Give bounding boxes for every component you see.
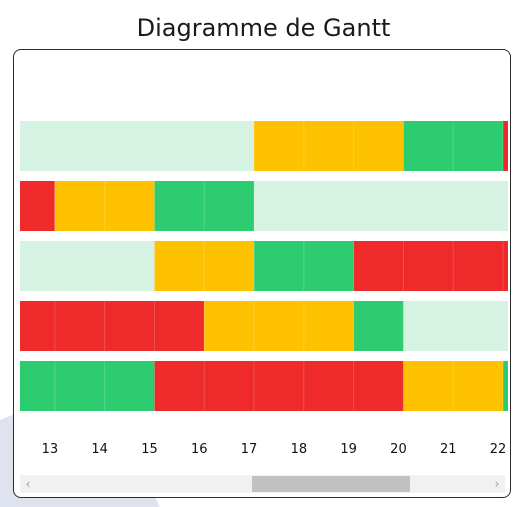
x-axis-tick-label: 14 bbox=[91, 442, 108, 457]
gantt-segment-green bbox=[154, 181, 255, 231]
x-axis-tick-label: 16 bbox=[191, 442, 208, 457]
x-axis-tick-label: 19 bbox=[340, 442, 357, 457]
x-axis-tick-label: 17 bbox=[241, 442, 258, 457]
gantt-row bbox=[20, 361, 508, 411]
gantt-segment-green bbox=[254, 241, 354, 291]
x-axis-tick-label: 15 bbox=[141, 442, 158, 457]
gantt-segment-red bbox=[154, 361, 404, 411]
gantt-segment-empty bbox=[403, 301, 508, 351]
x-axis-tick-label: 21 bbox=[440, 442, 457, 457]
chart-panel: 13 14 15 16 17 18 19 20 21 22 ‹ › bbox=[13, 49, 511, 498]
gantt-segment-yellow bbox=[54, 181, 155, 231]
x-axis-tick-label: 20 bbox=[390, 442, 407, 457]
gantt-row bbox=[20, 241, 508, 291]
gantt-segment-red bbox=[20, 181, 55, 231]
gantt-segment-red bbox=[20, 301, 205, 351]
gantt-row bbox=[20, 181, 508, 231]
gantt-segment-yellow bbox=[403, 361, 504, 411]
x-axis-tick-label: 22 bbox=[490, 442, 507, 457]
scroll-right-arrow-icon[interactable]: › bbox=[494, 477, 500, 491]
gantt-row bbox=[20, 301, 508, 351]
gantt-segment-red bbox=[353, 241, 508, 291]
page-title: Diagramme de Gantt bbox=[136, 14, 391, 42]
scroll-left-arrow-icon[interactable]: ‹ bbox=[25, 477, 31, 491]
horizontal-scrollbar[interactable]: ‹ › bbox=[20, 475, 505, 493]
gantt-segment-yellow bbox=[204, 301, 354, 351]
gantt-segment-green bbox=[403, 121, 504, 171]
gantt-segment-green bbox=[503, 361, 508, 411]
gantt-segment-green bbox=[20, 361, 155, 411]
gantt-segment-empty bbox=[20, 121, 255, 171]
gantt-segment-yellow bbox=[254, 121, 404, 171]
scrollbar-thumb[interactable] bbox=[252, 476, 410, 492]
gantt-segment-empty bbox=[254, 181, 508, 231]
gantt-chart: 13 14 15 16 17 18 19 20 21 22 bbox=[20, 121, 508, 457]
gantt-segment-green bbox=[353, 301, 404, 351]
x-axis-tick-label: 13 bbox=[42, 442, 59, 457]
gantt-row bbox=[20, 121, 508, 171]
gantt-segment-yellow bbox=[154, 241, 255, 291]
gantt-segment-red bbox=[503, 121, 508, 171]
gantt-segment-empty bbox=[20, 241, 155, 291]
x-axis-tick-label: 18 bbox=[291, 442, 308, 457]
